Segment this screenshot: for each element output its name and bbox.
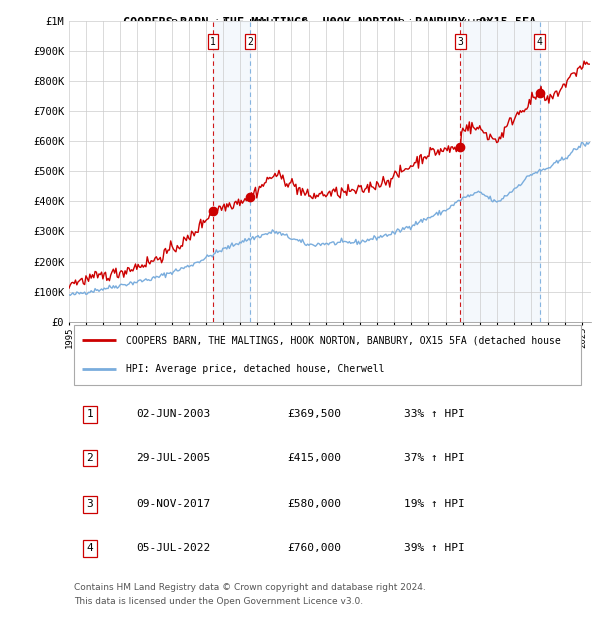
- Text: £369,500: £369,500: [287, 409, 341, 419]
- Bar: [213, 20, 250, 322]
- Text: 37% ↑ HPI: 37% ↑ HPI: [404, 453, 465, 463]
- Bar: [460, 20, 540, 322]
- Text: COOPERS BARN, THE MALTINGS, HOOK NORTON, BANBURY, OX15 5FA (detached house: COOPERS BARN, THE MALTINGS, HOOK NORTON,…: [127, 335, 561, 345]
- Text: 39% ↑ HPI: 39% ↑ HPI: [404, 543, 465, 553]
- Text: HPI: Average price, detached house, Cherwell: HPI: Average price, detached house, Cher…: [127, 365, 385, 374]
- Text: 29-JUL-2005: 29-JUL-2005: [136, 453, 211, 463]
- Text: 33% ↑ HPI: 33% ↑ HPI: [404, 409, 465, 419]
- Text: Price paid vs. HM Land Registry's House Price Index (HPI): Price paid vs. HM Land Registry's House …: [170, 19, 490, 29]
- Text: 09-NOV-2017: 09-NOV-2017: [136, 499, 211, 509]
- Text: 2: 2: [247, 37, 253, 46]
- FancyBboxPatch shape: [74, 324, 581, 385]
- Text: Contains HM Land Registry data © Crown copyright and database right 2024.: Contains HM Land Registry data © Crown c…: [74, 583, 426, 592]
- Text: 19% ↑ HPI: 19% ↑ HPI: [404, 499, 465, 509]
- Text: 4: 4: [537, 37, 543, 46]
- Text: 05-JUL-2022: 05-JUL-2022: [136, 543, 211, 553]
- Text: This data is licensed under the Open Government Licence v3.0.: This data is licensed under the Open Gov…: [74, 596, 364, 606]
- Text: £760,000: £760,000: [287, 543, 341, 553]
- Text: 2: 2: [86, 453, 93, 463]
- Text: £415,000: £415,000: [287, 453, 341, 463]
- Text: 4: 4: [86, 543, 93, 553]
- Text: COOPERS BARN, THE MALTINGS, HOOK NORTON, BANBURY, OX15 5FA: COOPERS BARN, THE MALTINGS, HOOK NORTON,…: [124, 16, 536, 29]
- Text: £580,000: £580,000: [287, 499, 341, 509]
- Text: 3: 3: [86, 499, 93, 509]
- Text: 1: 1: [210, 37, 216, 46]
- Text: 1: 1: [86, 409, 93, 419]
- Text: 3: 3: [457, 37, 463, 46]
- Text: 02-JUN-2003: 02-JUN-2003: [136, 409, 211, 419]
